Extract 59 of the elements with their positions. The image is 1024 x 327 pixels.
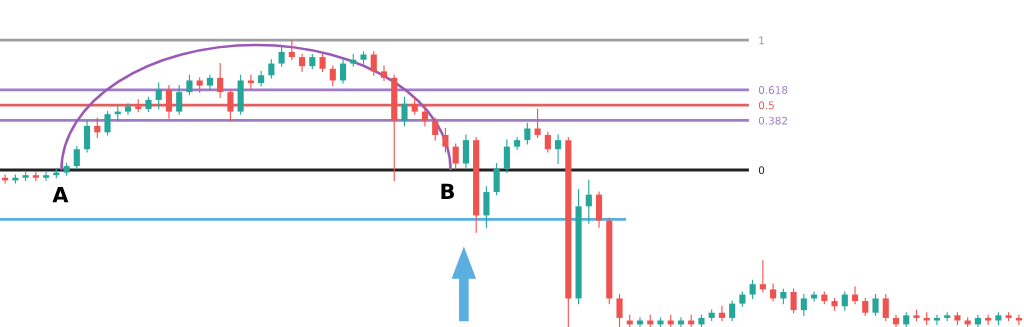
candlestick — [227, 88, 234, 122]
candlestick — [841, 291, 848, 311]
candlestick — [155, 82, 162, 110]
candlestick — [299, 53, 306, 72]
candlestick — [278, 44, 285, 67]
candlestick — [370, 51, 377, 76]
candlestick — [729, 300, 736, 322]
candlestick — [759, 260, 766, 293]
candlestick — [442, 127, 449, 153]
candlestick — [247, 74, 254, 91]
candlestick — [186, 74, 193, 96]
candlestick — [104, 111, 111, 136]
candlestick — [483, 186, 490, 228]
candlestick — [585, 179, 592, 224]
y-tick-label: 0.5 — [758, 101, 774, 110]
candlestick — [770, 283, 777, 302]
candlestick — [452, 143, 459, 170]
annotation: A — [52, 187, 69, 203]
candlestick — [94, 117, 101, 139]
candlestick — [749, 279, 756, 300]
candlestick — [524, 122, 531, 145]
candlestick — [43, 172, 50, 181]
candlestick — [176, 85, 183, 115]
candlestick — [124, 103, 132, 115]
candlestick — [616, 294, 623, 327]
candlestick — [73, 146, 80, 170]
y-tick-label: 0.382 — [758, 116, 787, 125]
candlestick — [790, 288, 797, 314]
candlestick — [462, 134, 469, 170]
candlestick — [974, 314, 981, 327]
candlestick — [514, 136, 521, 150]
candlestick — [851, 286, 859, 305]
candlestick — [534, 108, 541, 139]
candlestick — [288, 39, 295, 61]
candlestick — [339, 59, 347, 84]
candlestick — [83, 120, 91, 153]
candlestick — [872, 294, 879, 316]
candlestick — [882, 294, 889, 322]
candlestick — [217, 63, 224, 98]
candlestick — [544, 131, 551, 153]
candlestick — [555, 134, 562, 165]
candlestick — [401, 96, 408, 127]
y-tick-label: 0.618 — [758, 86, 788, 94]
candlestick — [329, 65, 336, 87]
candlestick — [380, 65, 388, 82]
candlestick — [1015, 314, 1022, 325]
candlestick — [268, 59, 275, 79]
candlestick — [421, 105, 429, 127]
candlestick — [432, 117, 439, 141]
candlestick — [800, 294, 807, 316]
candlestick — [165, 85, 173, 119]
y-tick-label: 0 — [758, 166, 765, 175]
candlestick — [892, 314, 900, 327]
annotation: B — [441, 183, 454, 199]
candlestick — [493, 162, 500, 196]
y-tick-label: 1 — [759, 36, 764, 45]
candlestick — [718, 305, 725, 322]
candlestick — [933, 314, 941, 325]
candlestick — [503, 139, 510, 174]
